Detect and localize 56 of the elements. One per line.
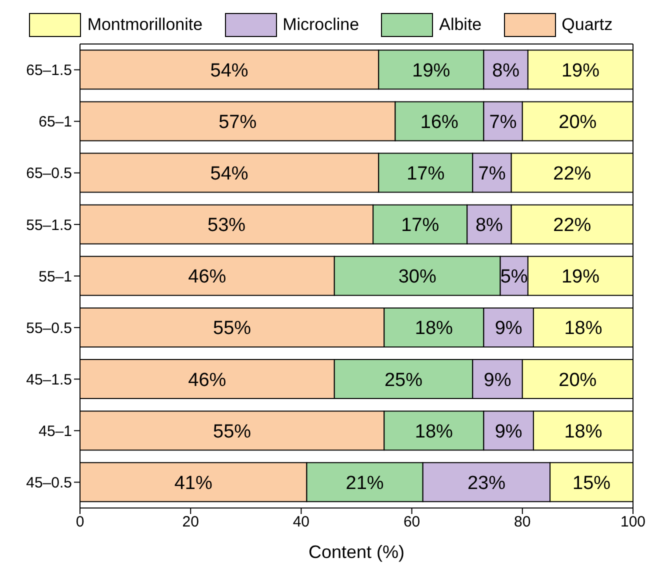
data-label: 7% [489,112,517,133]
data-label: 23% [467,472,506,494]
data-label: 17% [406,164,445,185]
x-axis-title: Content (%) [308,542,405,562]
data-label: 18% [414,421,454,442]
x-tick-label: 80 [514,514,531,531]
data-label: 7% [478,164,506,185]
data-label: 16% [420,112,459,133]
legend-label: Microcline [282,15,360,35]
data-label: 54% [210,164,248,185]
legend-label: Montmorillonite [87,15,203,35]
data-label: 18% [564,421,602,442]
x-tick-label: 0 [76,514,84,531]
data-label: 57% [218,112,257,133]
y-tick-label: 45–1.5 [26,371,72,388]
y-tick-label: 55–1 [38,268,72,286]
data-label: 18% [414,318,454,340]
data-label: 15% [572,472,611,494]
x-tick-label: 40 [292,514,310,531]
data-label: 55% [213,421,252,442]
data-label: 20% [558,112,597,133]
data-label: 46% [188,370,226,391]
legend-label: Albite [439,15,482,35]
data-label: 20% [558,370,597,391]
data-label: 25% [384,370,423,391]
data-label: 22% [553,215,592,236]
data-label: 5% [500,266,528,288]
data-label: 54% [210,60,248,82]
data-label: 21% [346,472,384,494]
data-label: 8% [475,215,504,236]
y-tick-label: 65–1 [38,114,72,131]
y-tick-label: 55–0.5 [26,320,72,337]
data-label: 30% [398,266,436,288]
x-tick-label: 20 [182,514,199,531]
data-label: 19% [561,60,600,82]
legend-label: Quartz [562,15,613,35]
data-label: 18% [564,318,602,340]
data-label: 9% [494,421,522,442]
data-label: 17% [401,215,440,236]
x-tick-label: 100 [620,514,646,531]
data-label: 55% [213,318,252,340]
data-label: 9% [484,370,512,391]
data-label: 41% [174,472,212,494]
y-tick-label: 65–0.5 [26,165,72,182]
data-label: 8% [492,60,520,82]
y-tick-label: 65–1.5 [26,62,72,80]
data-label: 46% [188,266,226,288]
y-tick-label: 45–0.5 [26,474,72,492]
data-label: 19% [561,266,600,288]
x-tick-label: 60 [403,514,420,531]
y-tick-label: 55–1.5 [26,216,72,234]
data-label: 53% [208,215,246,236]
data-label: 9% [494,318,522,340]
y-tick-label: 45–1 [38,422,72,440]
data-label: 19% [412,60,450,82]
data-label: 22% [553,164,592,185]
